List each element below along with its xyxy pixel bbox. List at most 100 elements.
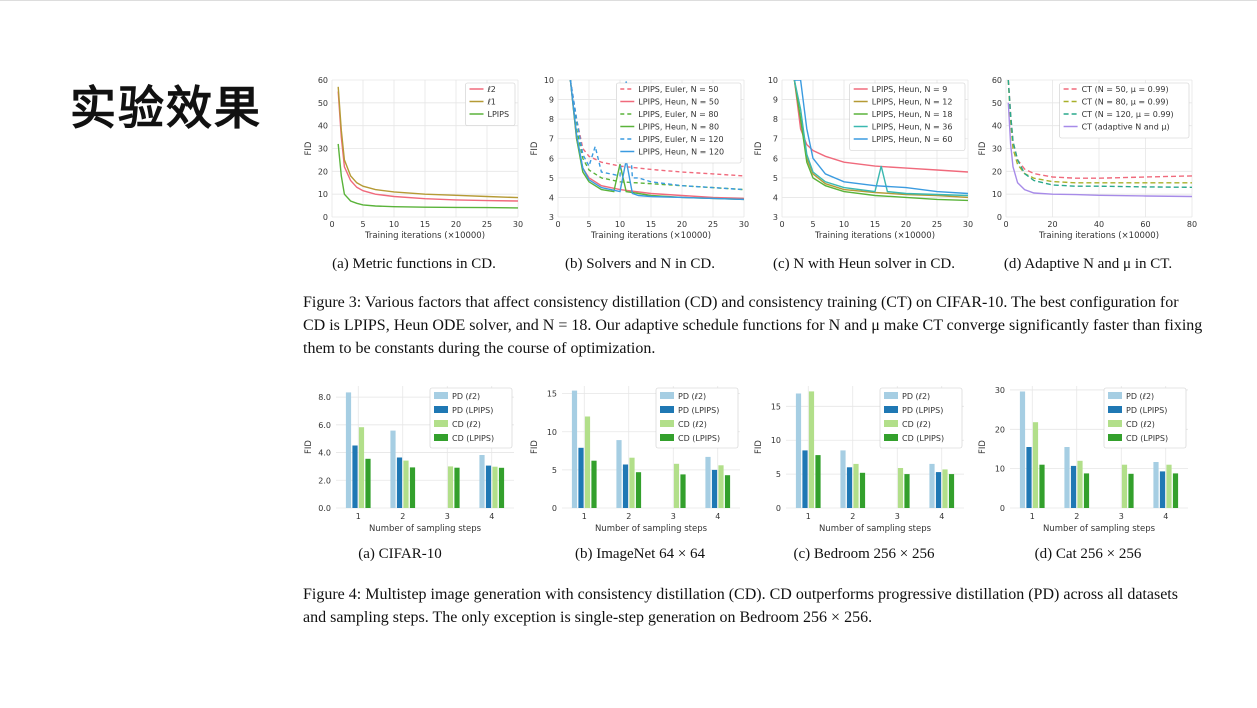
bar [1153,462,1159,508]
y-tick-label: 5 [773,174,778,183]
y-tick-label: 20 [318,167,328,176]
bar [948,474,955,508]
legend-box [655,387,739,449]
legend-swatch [660,392,674,399]
x-tick-label: 0 [1003,220,1008,229]
x-tick-label: 15 [646,220,656,229]
legend-label: CD (LPIPS) [452,434,494,443]
y-tick-label: 4 [549,193,554,202]
x-tick-label: 3 [671,512,676,521]
fig3-subcaption-c: (c) N with Heun solver in CD. [772,256,956,272]
x-tick-label: 2 [850,512,855,521]
series-line [337,86,518,199]
bar [584,416,591,508]
y-tick-label: 2.0 [318,476,331,485]
y-tick-label: 10 [992,190,1002,199]
x-axis-label: Training iterations (×10000) [814,231,935,241]
y-tick-label: 9 [773,96,778,105]
fig4-subcaption-b: (b) ImageNet 64 × 64 [574,546,706,562]
y-axis-label: FID [530,141,540,155]
bar [1077,460,1083,508]
legend-label: PD (ℓ2) [902,392,930,401]
x-tick-label: 10 [389,220,399,229]
bar [365,458,371,508]
bar [705,456,711,508]
legend-label: CD (LPIPS) [678,434,720,443]
x-tick-label: 0 [329,220,334,229]
x-tick-label: 0 [555,220,560,229]
series-group [1007,80,1192,198]
bar [1070,465,1077,508]
bar [498,467,505,508]
y-tick-label: 4.0 [318,449,331,458]
x-tick-label: 30 [963,220,973,229]
legend-label: CT (adaptive N and μ) [1082,123,1170,132]
series-line [793,80,968,202]
x-tick-label: 3 [895,512,900,521]
legend-box [429,387,513,449]
x-axis-label: Training iterations (×10000) [590,231,711,241]
y-axis-label: FID [978,141,988,155]
fig4-subcaption-d: (d) Cat 256 × 256 [1034,546,1142,562]
x-axis-label: Training iterations (×10000) [1038,231,1159,241]
series-line [1007,102,1192,198]
bar [616,440,622,508]
chart-cat-bars: 0 10 20 30 1 2 3 4 Number of sampling steps FID PD… [978,386,1188,534]
legend-swatch [660,420,674,427]
y-tick-label: 7 [549,135,554,144]
legend-label: PD (ℓ2) [452,392,480,401]
x-tick-label: 20 [901,220,911,229]
bar [853,463,859,508]
bar [390,430,396,508]
bar [718,465,724,508]
legend-label: PD (LPIPS) [902,406,943,415]
bar [1039,464,1045,508]
y-tick-label: 10 [318,190,328,199]
legend-label: LPIPS, Euler, N = 50 [638,85,718,94]
legend-label: CD (LPIPS) [1126,434,1168,443]
figure4-caption: Figure 4: Multistep image generation wit… [303,586,1178,626]
y-tick-label: 10 [768,76,778,85]
bar [485,465,492,508]
series-line [794,80,968,195]
y-tick-label: 5 [552,466,557,475]
series-line [337,91,518,202]
chart-imagenet-bars: 0 5 10 15 1 2 3 4 Number of sampling steps FID PD … [530,386,740,534]
bar [591,460,597,508]
x-tick-label: 30 [739,220,749,229]
bar [492,466,498,508]
chart-bedroom-bars: 0 5 10 15 1 2 3 4 Number of sampling steps FID PD … [754,386,964,534]
legend-label: LPIPS, Heun, N = 9 [872,85,948,94]
legend-swatch [434,392,448,399]
bar [680,474,686,508]
legend-swatch [884,420,898,427]
x-axis-label: Training iterations (×10000) [364,231,485,241]
legend-swatch [660,434,674,441]
bar [673,463,680,508]
fig4-subcaption-c: (c) Bedroom 256 × 256 [793,546,935,562]
y-tick-label: 30 [995,386,1005,395]
x-tick-label: 20 [1047,220,1057,229]
x-tick-label: 20 [451,220,461,229]
bar [942,469,948,508]
series-line [337,143,518,209]
legend-label: LPIPS, Heun, N = 120 [638,148,724,157]
bar [403,460,409,508]
x-tick-label: 25 [482,220,492,229]
bar [808,391,815,508]
y-tick-label: 0 [552,504,557,513]
legend-label: PD (ℓ2) [678,392,706,401]
x-axis-label: Number of sampling steps [819,524,932,534]
bar [1159,471,1166,508]
bar [479,455,485,508]
legend-label: ℓ1 [487,98,496,107]
x-tick-label: 60 [1140,220,1150,229]
y-tick-label: 6.0 [318,421,331,430]
legend-label: LPIPS, Heun, N = 50 [638,98,719,107]
bar [447,466,454,508]
x-tick-label: 3 [1119,512,1124,521]
y-tick-label: 15 [547,390,557,399]
legend-label: LPIPS, Heun, N = 12 [872,98,953,107]
x-axis-label: Number of sampling steps [1043,524,1156,534]
bar [1019,391,1026,508]
